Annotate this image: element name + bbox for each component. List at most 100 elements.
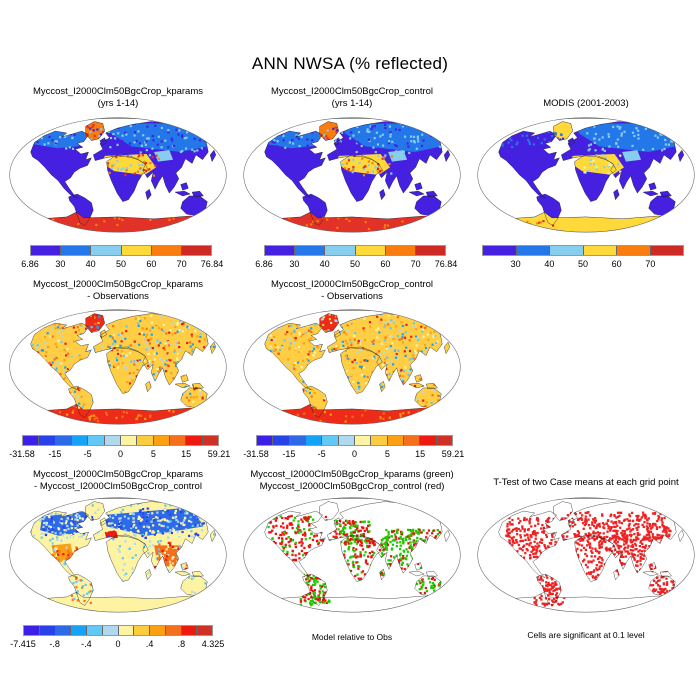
panel-title-ttest: T-Test of two Case means at each grid po…	[472, 477, 700, 489]
colorbar-cell	[71, 436, 89, 445]
panel-title-line: (yrs 1-14)	[331, 97, 373, 109]
colorbar-cell	[118, 626, 135, 635]
colorbar-tick: 0	[117, 449, 124, 459]
panel-title-modis: MODIS (2001-2003)	[472, 98, 700, 110]
figure-title: ANN NWSA (% reflected)	[251, 54, 449, 73]
colorbar-tick: -7.415	[10, 639, 36, 649]
colorbar-tick: 60	[380, 259, 391, 269]
panel-title-control-minus-obs: Myccost_I2000Clm50BgcCrop_control - Obse…	[238, 279, 466, 302]
colorbar-tick: 0	[351, 449, 358, 459]
colorbar-tick: 50	[577, 259, 589, 269]
colorbar-tick: 40	[319, 259, 330, 269]
colorbar-cell	[55, 436, 72, 445]
panel-title-line: Myccost_I2000Clm50BgcCrop_kparams	[32, 279, 204, 290]
panel-title-line: T-Test of two Case means at each grid po…	[493, 477, 679, 488]
world-map-model-vs-obs	[238, 492, 466, 616]
colorbar-tick: 76.84	[434, 259, 458, 269]
colorbar-tick: -15	[48, 449, 62, 459]
world-map-modis	[472, 112, 700, 236]
colorbar-cell	[583, 246, 617, 255]
panel-title-line: Myccost_I2000Clm50BgcCrop_control	[270, 86, 434, 97]
world-map-kparams-minus-control	[4, 492, 232, 616]
colorbar-cell	[150, 626, 166, 635]
colorbar-diffobs-1	[22, 435, 219, 446]
colorbar-cell	[516, 246, 550, 255]
colorbar-cell	[322, 436, 339, 445]
colorbar-cell	[39, 626, 56, 635]
colorbar-cell	[39, 436, 56, 445]
colorbar-diffobs-2	[256, 435, 453, 446]
colorbar-tick: 6.86	[21, 259, 39, 269]
colorbar-ticks-diffmodel: -7.415 -.8 -.4 0 .4 .8 4.325	[10, 639, 224, 650]
colorbar-cell	[134, 626, 150, 635]
colorbar-cell	[550, 246, 584, 255]
colorbar-cell	[295, 246, 326, 255]
colorbar-tick: .4	[145, 639, 154, 649]
colorbar-ticks-abs-1: 6.86 30 40 50 60 70 76.84	[21, 259, 223, 270]
panel-caption-ttest: Cells are significant at 0.1 level	[527, 630, 645, 640]
panel-title-line: - Myccost_I2000Clm50BgcCrop_control	[34, 480, 202, 492]
colorbar-cell	[23, 436, 40, 445]
colorbar-tick: 50	[349, 259, 361, 269]
colorbar-tick: -5	[83, 449, 92, 459]
colorbar-tick: 59.21	[441, 449, 465, 459]
colorbar-tick: 15	[415, 449, 426, 459]
colorbar-tick: 5	[150, 449, 156, 459]
colorbar-cell	[121, 246, 152, 255]
world-map-kparams-abs	[4, 112, 232, 236]
colorbar-abs-1	[30, 245, 212, 256]
colorbar-tick: .8	[177, 639, 186, 649]
world-map-ttest	[472, 492, 700, 616]
colorbar-cell	[181, 246, 212, 255]
colorbar-cell	[91, 246, 122, 255]
colorbar-cell	[165, 626, 182, 635]
colorbar-cell	[483, 246, 517, 255]
panel-title-line: (yrs 1-14)	[97, 97, 139, 109]
colorbar-tick: 0	[115, 639, 121, 649]
panel-title-line: Myccost_I2000Clm50BgcCrop_kparams	[32, 86, 204, 97]
colorbar-tick: 40	[544, 259, 555, 269]
colorbar-cell	[403, 436, 421, 445]
colorbar-cell	[385, 246, 416, 255]
colorbar-tick: 30	[289, 259, 300, 269]
colorbar-tick: 70	[410, 259, 421, 269]
colorbar-tick: 60	[611, 259, 622, 269]
colorbar-abs-2	[264, 245, 446, 256]
colorbar-tick: -31.58	[243, 449, 269, 459]
colorbar-cell	[153, 436, 170, 445]
colorbar-cell	[289, 436, 306, 445]
colorbar-cell	[354, 436, 372, 445]
colorbar-cell	[61, 246, 92, 255]
colorbar-cell	[137, 436, 154, 445]
panel-title-kparams-minus-control: Myccost_I2000Clm50BgcCrop_kparams - Mycc…	[4, 469, 232, 492]
colorbar-tick: -.4	[81, 639, 92, 649]
colorbar-cell	[102, 626, 119, 635]
colorbar-cell	[387, 436, 404, 445]
colorbar-cell	[202, 436, 218, 445]
panel-title-line: MODIS (2001-2003)	[543, 98, 629, 109]
panel-title-line: Myccost_I2000Clm50BgcCrop_kparams (green…	[250, 469, 454, 480]
colorbar-ticks-abs-2: 6.86 30 40 50 60 70 76.84	[255, 259, 457, 270]
world-map-control-minus-obs	[238, 304, 466, 428]
panel-title-model-vs-obs: Myccost_I2000Clm50BgcCrop_kparams (green…	[238, 469, 466, 492]
colorbar-cell	[371, 436, 388, 445]
colorbar-tick: 50	[115, 259, 127, 269]
colorbar-cell	[338, 436, 355, 445]
colorbar-cell	[325, 246, 356, 255]
panel-title-line: - Observations	[321, 290, 383, 302]
colorbar-cell	[88, 436, 105, 445]
colorbar-tick: 4.325	[201, 639, 225, 649]
colorbar-cell	[181, 626, 198, 635]
panel-title-line: - Observations	[87, 290, 149, 302]
colorbar-cell	[87, 626, 103, 635]
panel-title-control-abs: Myccost_I2000Clm50BgcCrop_control (yrs 1…	[238, 86, 466, 109]
colorbar-ticks-modis: 30 40 50 60 70	[482, 259, 684, 270]
colorbar-cell	[415, 246, 446, 255]
colorbar-tick: 30	[55, 259, 66, 269]
colorbar-tick: 76.84	[200, 259, 224, 269]
colorbar-cell	[31, 246, 62, 255]
colorbar-tick: 70	[176, 259, 187, 269]
colorbar-ticks-diffobs-1: -31.58 -15 -5 0 5 15 59.21	[9, 449, 230, 460]
colorbar-tick: 15	[181, 449, 192, 459]
